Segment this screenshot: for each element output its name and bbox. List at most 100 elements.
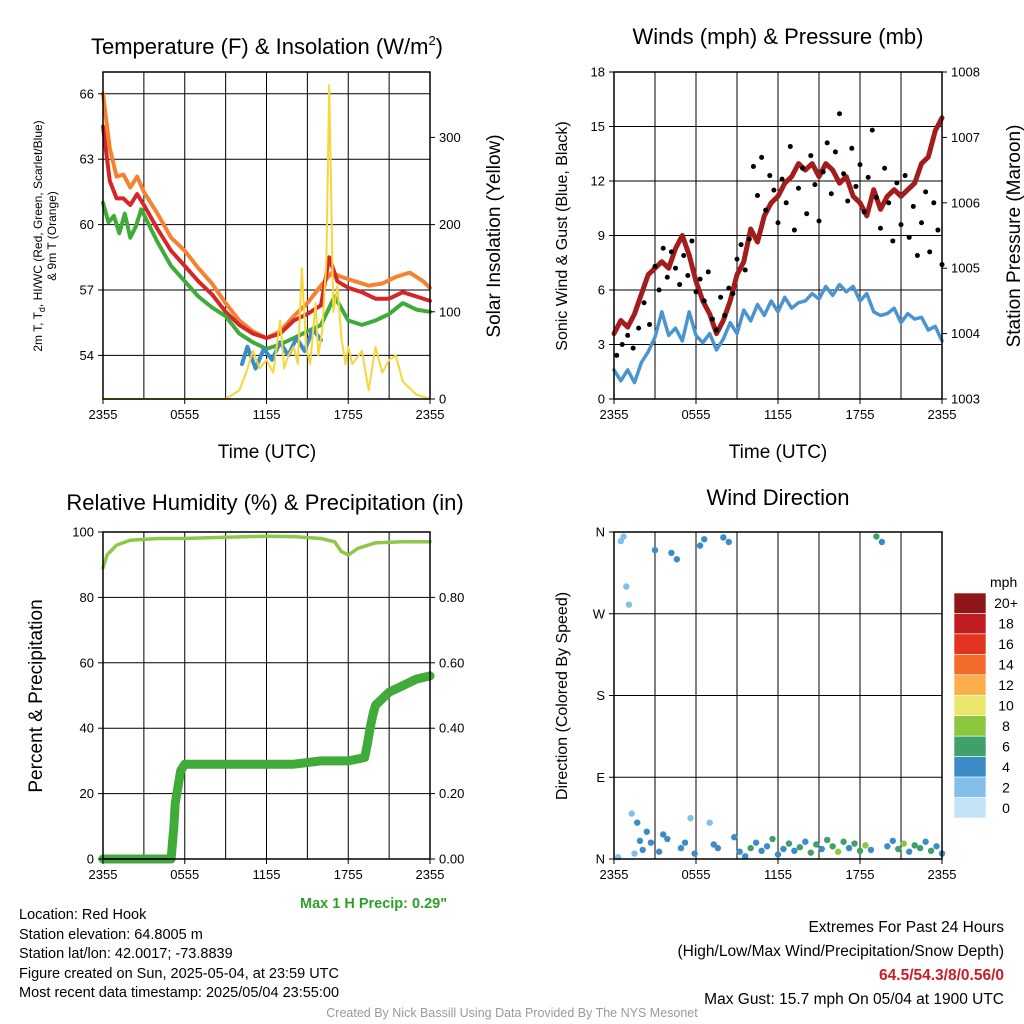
rh-xtick-label: 0555 xyxy=(170,867,199,882)
dir-point xyxy=(824,836,831,844)
dir-xtick-label: 1755 xyxy=(846,867,875,882)
wind-gust-point xyxy=(923,189,929,195)
colorbar-label: 20+ xyxy=(994,595,1018,611)
colorbar-label: 16 xyxy=(998,636,1014,652)
colorbar-label: 18 xyxy=(998,616,1014,632)
wind-gust-point xyxy=(841,171,847,177)
wind-gust-point xyxy=(816,218,822,224)
wind-gust-point xyxy=(664,274,670,280)
dir-ytick-label: S xyxy=(596,688,605,703)
wind-y2tick-label: 1004 xyxy=(951,326,980,341)
dir-xtick-label: 1155 xyxy=(764,867,792,882)
wind-gust-point xyxy=(902,173,908,179)
extremes-title: Extremes For Past 24 Hours xyxy=(808,919,1004,936)
wind-gust-point xyxy=(767,173,773,179)
wind-gust-point xyxy=(685,272,691,278)
dir-point xyxy=(840,838,847,845)
wind-xtick-label: 2355 xyxy=(600,407,629,422)
dir-point xyxy=(696,542,704,549)
dir-point xyxy=(933,843,940,850)
colorbar-swatch xyxy=(953,735,987,757)
wind-gust-point xyxy=(614,352,620,358)
dir-point xyxy=(673,556,681,563)
dir-ytick-label: N xyxy=(596,852,605,867)
recent-timestamp: Most recent data timestamp: 2025/05/04 2… xyxy=(19,985,340,1002)
wind-gust-point xyxy=(804,211,810,217)
dir-point xyxy=(643,828,650,835)
colorbar-swatch xyxy=(953,776,987,798)
dir-point xyxy=(623,583,630,590)
colorbar-label: 10 xyxy=(998,698,1014,714)
wind-gust-point xyxy=(869,127,875,133)
wind-series-pressure xyxy=(611,115,945,337)
wind-gust-point xyxy=(668,249,674,255)
temp-xtick-label: 1755 xyxy=(334,407,363,422)
dir-ylabel: Direction (Colored By Speed) xyxy=(554,592,571,800)
colorbar-swatch xyxy=(953,674,987,696)
temp-series-windchill xyxy=(240,327,323,371)
rh-ytick-label: 100 xyxy=(72,525,94,540)
dir-point xyxy=(651,546,659,554)
wind-gust-point xyxy=(935,227,941,233)
wind-ytick-label: 15 xyxy=(591,119,605,134)
rh-ytick-label: 40 xyxy=(80,721,94,736)
colorbar-swatch xyxy=(953,715,987,737)
dir-point xyxy=(731,834,738,841)
wind-gust-point xyxy=(689,238,695,244)
wind-gust-point xyxy=(697,276,703,282)
temp-y2label: Solar Insolation (Yellow) xyxy=(484,134,505,337)
wind-gust-point xyxy=(910,203,916,209)
wind-gust-point xyxy=(734,256,740,262)
wind-gust-point xyxy=(837,111,842,117)
wind-xtick-label: 2355 xyxy=(928,407,957,422)
dir-point xyxy=(758,847,765,855)
dir-point xyxy=(862,842,869,849)
dir-ytick-label: N xyxy=(596,525,605,540)
wind-gust-point xyxy=(906,234,912,240)
wind-gust-point xyxy=(656,287,662,293)
wind-ytick-label: 12 xyxy=(591,174,605,189)
dir-point xyxy=(878,538,886,546)
dir-point xyxy=(813,841,820,848)
wind-gust-point xyxy=(660,245,666,251)
wind-series-sonic_wind xyxy=(612,282,944,385)
wind-gust-point xyxy=(759,154,765,160)
wind-gust-point xyxy=(927,249,933,255)
dir-point xyxy=(747,844,754,852)
rh-y2tick-label: 0.20 xyxy=(439,786,464,801)
dir-point xyxy=(927,847,935,855)
extremes-subtitle: (High/Low/Max Wind/Precipitation/Snow De… xyxy=(677,943,1005,960)
wind-gust-point xyxy=(812,182,818,188)
temp-ytick-label: 60 xyxy=(80,217,94,232)
figure-created: Figure created on Sun, 2025-05-04, at 23… xyxy=(19,965,339,982)
wind-panel-title: Winds (mph) & Pressure (mb) xyxy=(633,24,924,49)
dir-point xyxy=(916,844,924,852)
rh-xtick-label: 1155 xyxy=(253,867,281,882)
dir-point xyxy=(785,840,793,847)
rh-panel-title: Relative Humidity (%) & Precipitation (i… xyxy=(66,490,463,515)
wind-gust-point xyxy=(894,180,900,186)
colorbar-swatch xyxy=(953,694,987,717)
temp-ytick-label: 54 xyxy=(80,348,94,363)
station-location: Location: Red Hook xyxy=(19,907,147,923)
wind-gust-point xyxy=(771,187,777,193)
rh-ytick-label: 80 xyxy=(80,590,94,605)
dir-point xyxy=(668,549,675,557)
wind-gust-point xyxy=(647,322,653,328)
wind-gust-point xyxy=(824,140,830,146)
dir-point xyxy=(769,835,776,843)
temp-ylabel: 2m T, Td, HI/WC (Red, Green, Scarlet/Blu… xyxy=(31,120,47,351)
colorbar-swatch xyxy=(953,633,987,655)
dir-point xyxy=(736,848,743,855)
temp-xtick-label: 2355 xyxy=(89,407,118,422)
dir-point xyxy=(791,847,798,855)
colorbar-swatch xyxy=(953,797,987,819)
temp-y2tick-label: 200 xyxy=(439,217,461,232)
dir-point xyxy=(922,838,929,845)
wind-gust-point xyxy=(779,176,785,182)
wind-gust-point xyxy=(808,153,814,159)
dir-point xyxy=(714,844,722,852)
wind-gust-point xyxy=(630,345,636,351)
rh-xtick-label: 2355 xyxy=(416,867,445,882)
